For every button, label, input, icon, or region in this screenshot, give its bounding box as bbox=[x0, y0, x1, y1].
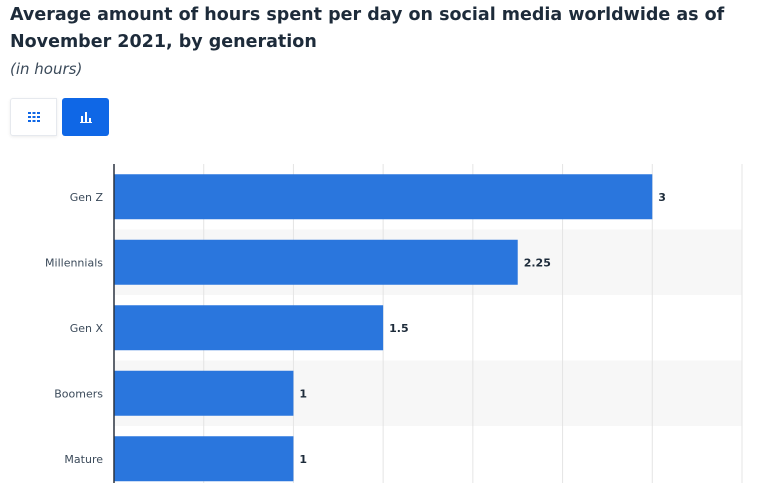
category-label: Boomers bbox=[54, 387, 103, 400]
bar-boomers[interactable] bbox=[114, 370, 294, 416]
value-label: 1 bbox=[299, 453, 307, 466]
table-view-button[interactable] bbox=[10, 98, 57, 136]
category-label: Mature bbox=[64, 453, 103, 466]
value-label: 2.25 bbox=[524, 256, 551, 269]
bar-chart: Gen Z Millennials Gen X Boomers Mature 3 2.25… bbox=[0, 160, 760, 483]
bar-gen-x[interactable] bbox=[114, 305, 384, 351]
value-label: 3 bbox=[658, 191, 666, 204]
table-grid-icon bbox=[27, 112, 40, 122]
category-label: Gen Z bbox=[70, 191, 104, 204]
category-label: Millennials bbox=[45, 256, 103, 269]
bar-mature[interactable] bbox=[114, 436, 294, 482]
bar-gen-z[interactable] bbox=[114, 174, 653, 220]
bars bbox=[114, 174, 653, 482]
category-labels: Gen Z Millennials Gen X Boomers Mature bbox=[45, 191, 103, 466]
view-toggle bbox=[10, 98, 109, 136]
bar-chart-icon bbox=[79, 111, 92, 123]
chart-view-button[interactable] bbox=[62, 98, 109, 136]
category-label: Gen X bbox=[70, 322, 104, 335]
chart-subtitle: (in hours) bbox=[10, 60, 83, 78]
value-label: 1.5 bbox=[389, 322, 409, 335]
bar-millennials[interactable] bbox=[114, 239, 518, 285]
value-label: 1 bbox=[299, 387, 307, 400]
bar-chart-svg: Gen Z Millennials Gen X Boomers Mature 3 2.25… bbox=[45, 164, 743, 483]
chart-title: Average amount of hours spent per day on… bbox=[10, 5, 725, 52]
value-labels: 3 2.25 1.5 1 1 bbox=[299, 191, 666, 466]
